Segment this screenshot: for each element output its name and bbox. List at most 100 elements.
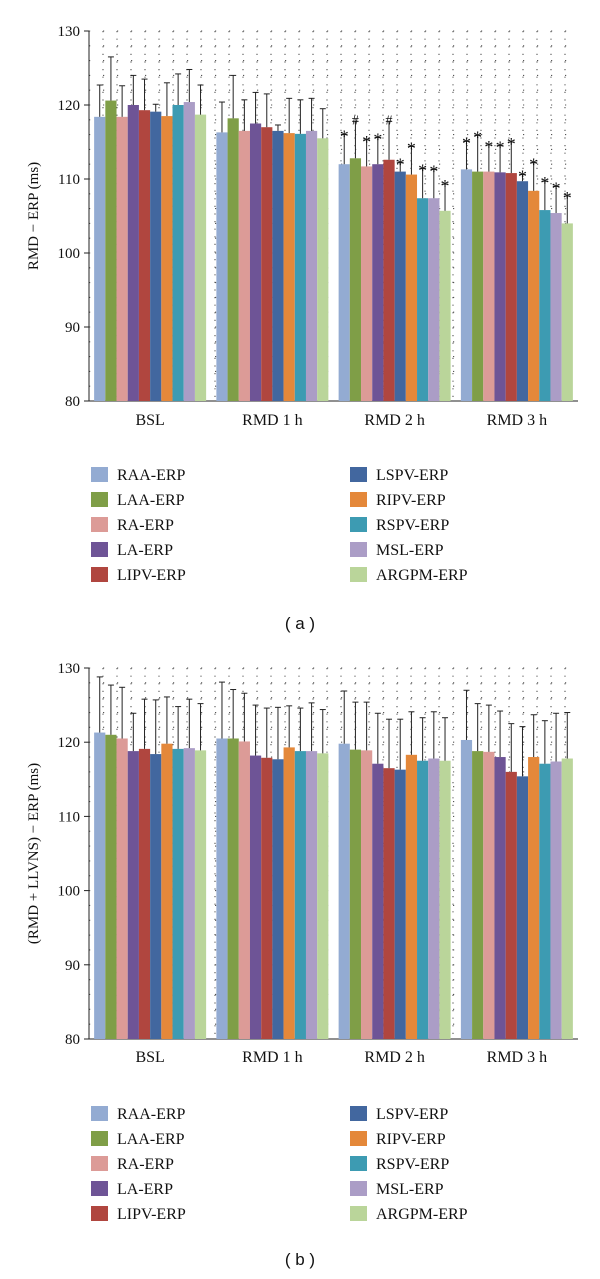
legend-swatch <box>91 467 108 482</box>
legend-label: LA-ERP <box>117 542 173 559</box>
bar-raa-erp <box>216 738 228 1039</box>
significance-mark: * <box>396 155 405 175</box>
x-tick-label: RMD 3 h <box>487 1049 547 1066</box>
legend-label: ARGPM-ERP <box>376 567 468 584</box>
bar-ripv-erp <box>161 116 173 401</box>
legend-label: RA-ERP <box>117 1156 174 1173</box>
x-tick-label: RMD 1 h <box>242 412 302 429</box>
legend-label: RSPV-ERP <box>376 1156 449 1173</box>
bar-ripv-erp <box>283 133 295 401</box>
legend-label: RIPV-ERP <box>376 1131 446 1148</box>
bar-msl-erp <box>183 102 195 401</box>
bar-msl-erp <box>428 198 440 401</box>
bar-rspv-erp <box>172 105 184 401</box>
bar-la-erp <box>494 172 506 401</box>
y-tick-label: 120 <box>58 98 81 114</box>
bar-la-erp <box>249 123 262 401</box>
bar-laa-erp <box>105 734 117 1039</box>
significance-mark: * <box>473 127 482 147</box>
bar-rspv-erp <box>539 763 551 1039</box>
legend-label: RAA-ERP <box>117 467 186 484</box>
legend: RAA-ERP LAA-ERP RA-ERP LA-ERP LIPV-ERP LSPV-E… <box>91 467 468 584</box>
bar-lipv-erp <box>261 757 273 1039</box>
bar-msl-erp <box>550 761 562 1039</box>
bar-laa-erp <box>227 118 239 401</box>
bar-argpm-erp <box>317 138 329 402</box>
significance-mark: * <box>362 132 371 152</box>
bar-lipv-erp <box>383 768 395 1039</box>
legend-swatch <box>91 492 108 507</box>
bar-lipv-erp <box>261 127 273 401</box>
bar-la-erp <box>127 751 139 1039</box>
bar-argpm-erp <box>439 760 451 1039</box>
bar-ra-erp <box>116 738 128 1039</box>
bar-msl-erp <box>183 748 195 1039</box>
panel-label: ( b ) <box>285 1250 315 1269</box>
legend: RAA-ERP LAA-ERP RA-ERP LA-ERP LIPV-ERP LSPV-E… <box>91 1106 468 1223</box>
legend-swatch <box>350 517 367 532</box>
legend-swatch <box>350 567 367 582</box>
significance-mark: * <box>373 130 382 150</box>
legend-label: MSL-ERP <box>376 1181 444 1198</box>
significance-mark: * <box>418 161 427 181</box>
bar-ra-erp <box>116 116 128 401</box>
bar-lipv-erp <box>505 771 517 1039</box>
bar-ripv-erp <box>528 190 540 401</box>
bar-msl-erp <box>428 758 440 1039</box>
legend-label: LSPV-ERP <box>376 467 448 484</box>
bar-ra-erp <box>483 171 495 401</box>
legend-label: RSPV-ERP <box>376 517 449 534</box>
bar-laa-erp <box>472 751 484 1039</box>
bar-laa-erp <box>105 100 117 401</box>
legend-label: LSPV-ERP <box>376 1106 448 1123</box>
bar-ra-erp <box>238 130 250 401</box>
legend-label: LA-ERP <box>117 1181 173 1198</box>
legend-swatch <box>350 467 367 482</box>
x-tick-label: RMD 3 h <box>487 412 547 429</box>
legend-label: LIPV-ERP <box>117 1206 186 1223</box>
bar-laa-erp <box>227 738 239 1039</box>
y-tick-label: 80 <box>65 394 80 410</box>
bars <box>94 676 573 1039</box>
bar-laa-erp <box>349 749 362 1039</box>
bar-rspv-erp <box>294 133 306 402</box>
significance-mark: # <box>386 113 393 128</box>
y-tick-label: 110 <box>58 809 80 825</box>
significance-mark: * <box>429 161 438 181</box>
bar-lipv-erp <box>383 159 395 401</box>
y-tick-label: 100 <box>58 884 81 900</box>
legend-swatch <box>350 1131 367 1146</box>
y-tick-label: 130 <box>58 24 81 40</box>
bar-rspv-erp <box>294 751 306 1039</box>
bar-raa-erp <box>338 164 350 401</box>
bar-ripv-erp <box>161 743 173 1039</box>
bar-lspv-erp <box>150 111 162 401</box>
bar-argpm-erp <box>561 223 573 401</box>
bar-la-erp <box>372 164 384 401</box>
y-tick-label: 120 <box>58 735 81 751</box>
bar-rspv-erp <box>539 210 551 401</box>
y-axis-title: RMD − ERP (ms) <box>26 162 42 270</box>
bar-lspv-erp <box>394 171 406 401</box>
x-tick-label: BSL <box>135 412 164 429</box>
significance-mark: * <box>563 188 572 208</box>
bar-lipv-erp <box>138 748 151 1039</box>
bar-argpm-erp <box>194 750 207 1039</box>
y-axis-title: (RMD + LLVNS) − ERP (ms) <box>26 763 42 944</box>
bar-lipv-erp <box>505 173 517 401</box>
chart-panel-b: 80 90 100 110 120 130 (RMD + LLVNS) − ERP (ms)… <box>26 661 578 1269</box>
bar-ra-erp <box>238 741 250 1039</box>
significance-mark: # <box>352 113 359 128</box>
bar-raa-erp <box>460 739 473 1039</box>
bar-la-erp <box>249 755 262 1039</box>
bar-msl-erp <box>550 213 562 401</box>
legend-swatch <box>91 1206 108 1221</box>
bar-lspv-erp <box>150 754 162 1039</box>
bar-ripv-erp <box>528 757 540 1039</box>
bar-raa-erp <box>460 169 473 401</box>
legend-swatch <box>350 542 367 557</box>
bar-lspv-erp <box>272 759 284 1039</box>
legend-swatch <box>91 1131 108 1146</box>
bar-la-erp <box>372 763 384 1039</box>
